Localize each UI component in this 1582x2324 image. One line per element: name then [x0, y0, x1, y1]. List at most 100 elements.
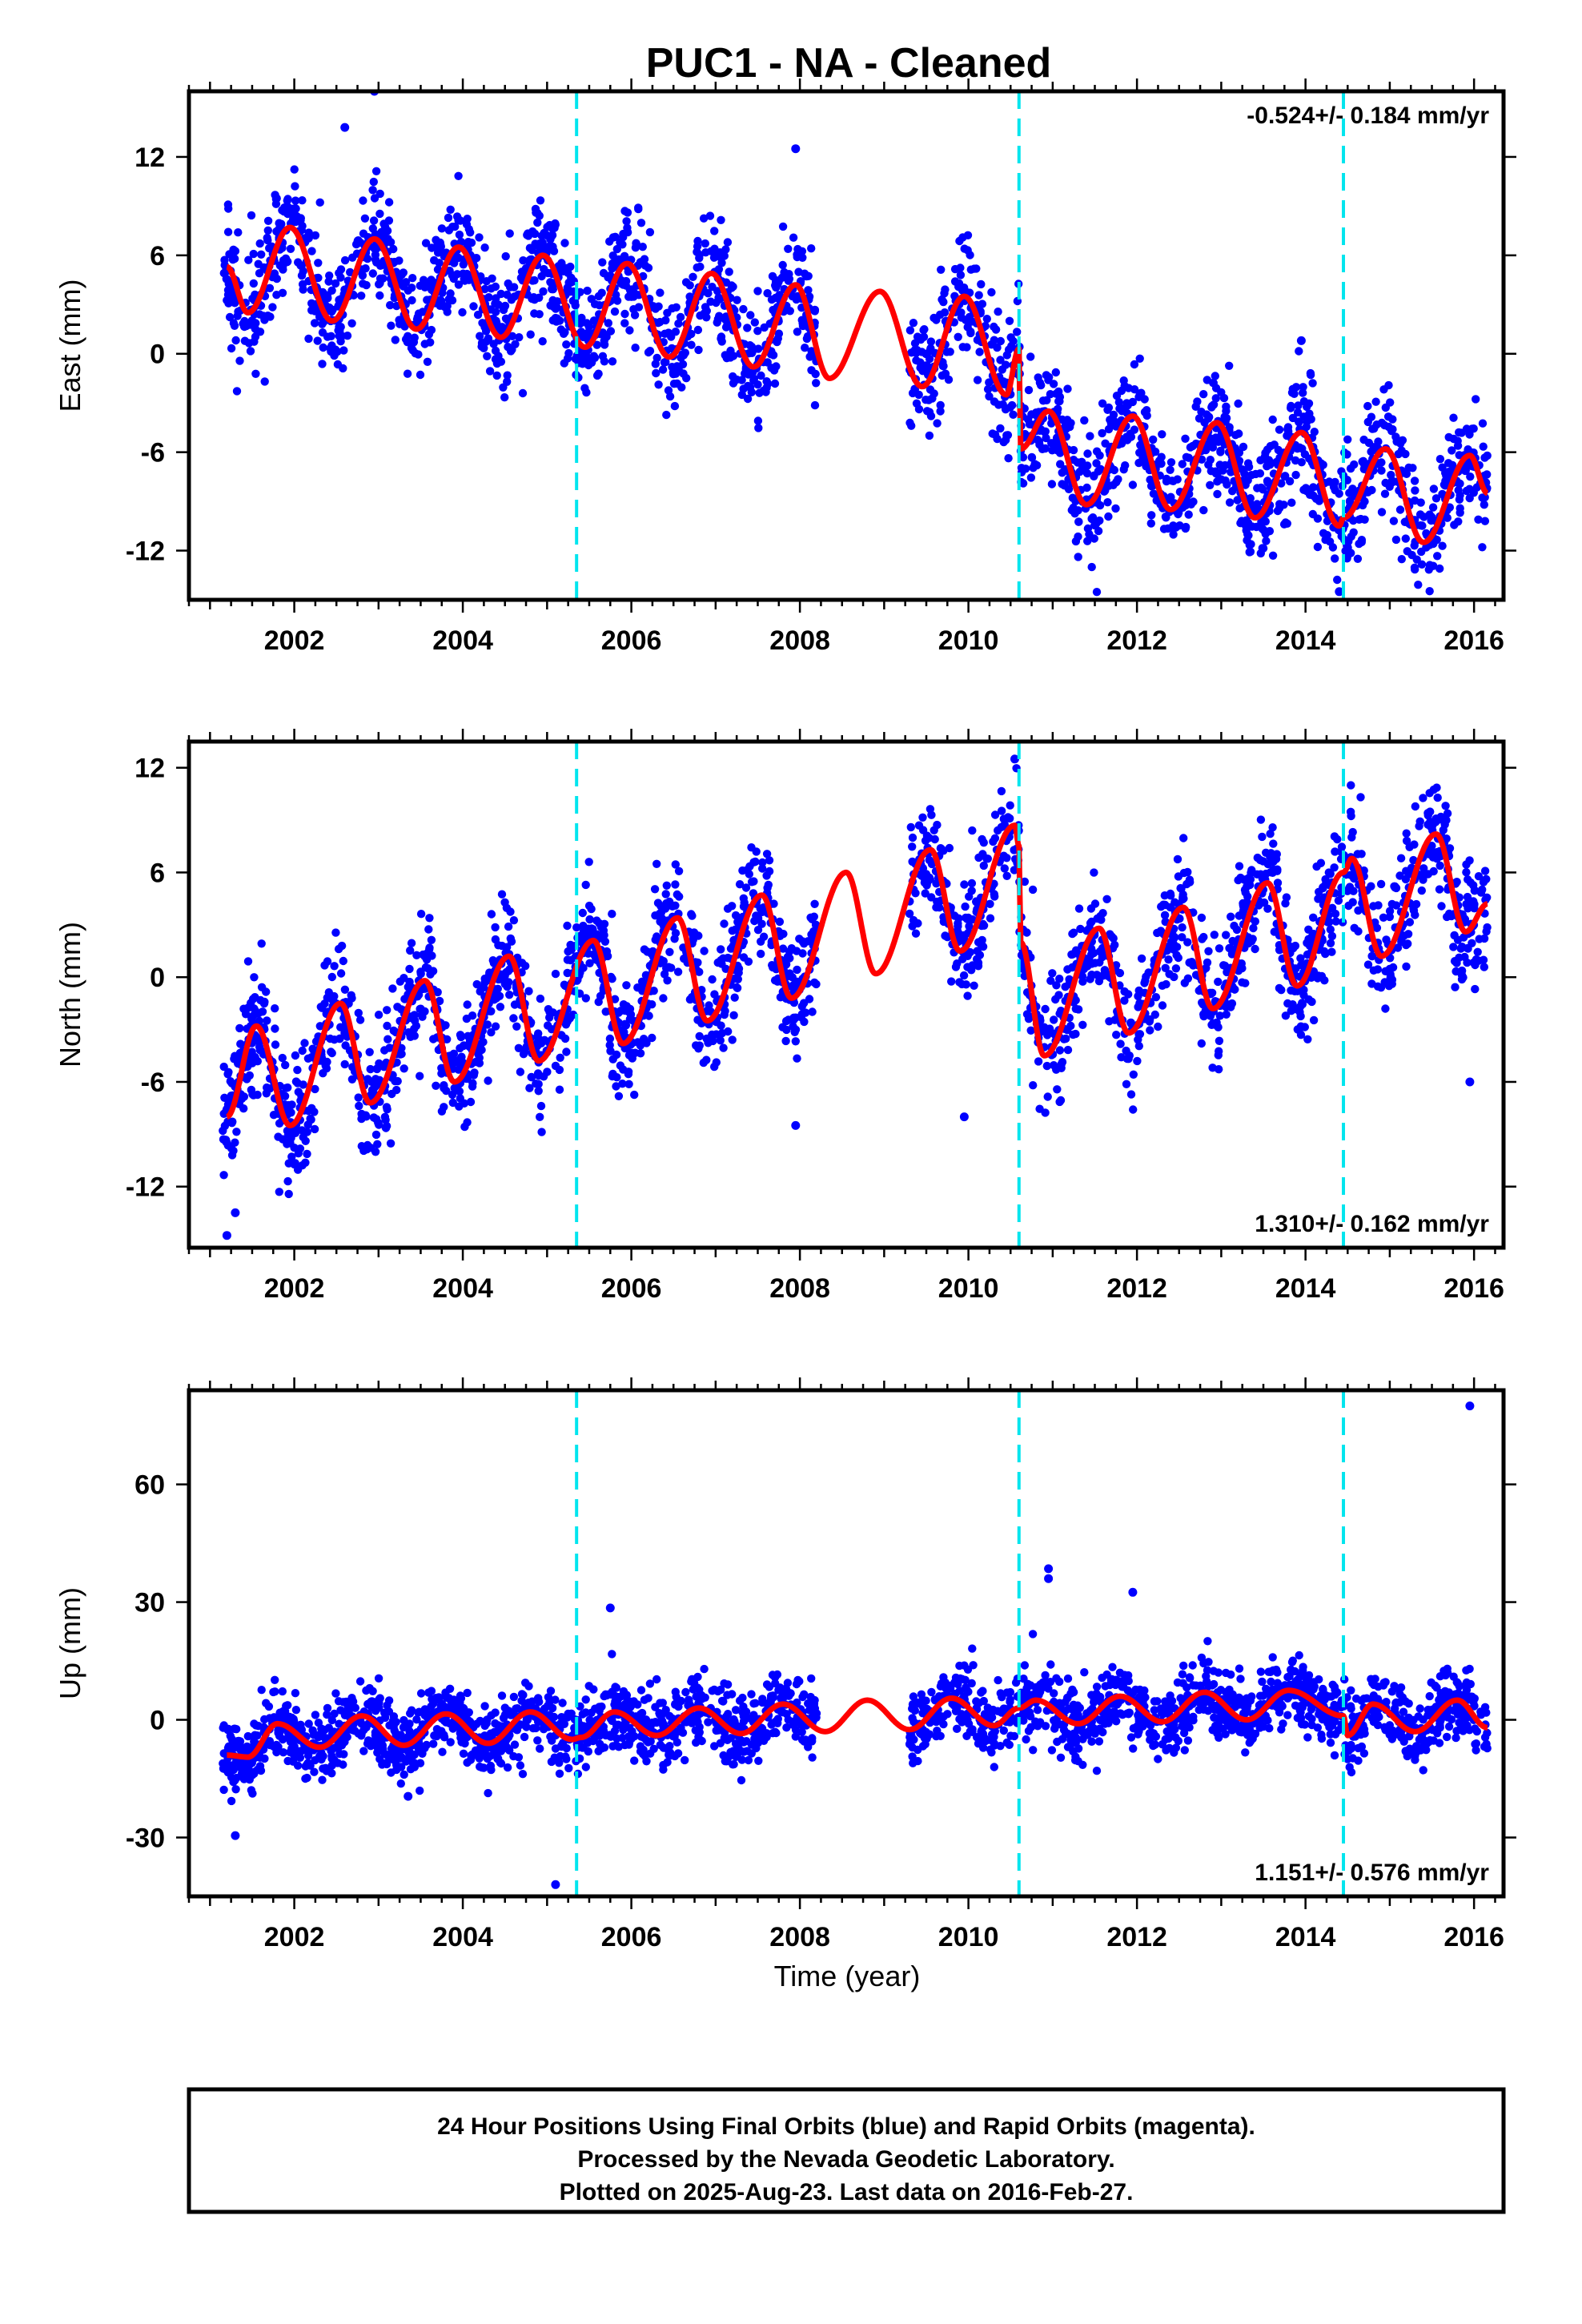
data-point	[1310, 428, 1319, 436]
data-point	[1112, 1031, 1121, 1039]
data-point	[812, 379, 821, 388]
data-point	[990, 397, 999, 406]
data-point	[1197, 1039, 1207, 1048]
data-point	[250, 337, 259, 346]
data-point	[717, 215, 725, 224]
data-point	[1199, 505, 1208, 515]
data-point	[1094, 526, 1103, 536]
data-point	[249, 249, 258, 259]
data-point	[260, 316, 269, 324]
data-point	[381, 1116, 390, 1124]
data-point	[1308, 379, 1317, 388]
data-point	[1377, 466, 1386, 475]
data-point	[662, 881, 671, 891]
data-point	[1266, 830, 1275, 838]
data-point	[516, 1068, 525, 1076]
data-point	[499, 305, 508, 315]
data-point	[293, 1065, 302, 1075]
data-point	[1106, 419, 1116, 428]
data-point	[1013, 328, 1022, 336]
data-point	[340, 255, 350, 265]
data-point	[1411, 565, 1419, 574]
data-point	[424, 330, 434, 339]
data-point	[807, 930, 816, 939]
data-point	[1164, 955, 1173, 964]
data-point	[311, 231, 320, 240]
data-point	[1054, 991, 1063, 999]
data-point	[602, 332, 611, 341]
data-point	[416, 967, 425, 976]
data-point	[804, 271, 813, 280]
data-point	[653, 899, 663, 907]
data-point	[374, 1011, 383, 1019]
data-point	[448, 1090, 457, 1100]
data-point	[354, 1008, 363, 1018]
data-point	[314, 273, 323, 283]
data-point	[291, 1127, 300, 1136]
data-point	[1343, 435, 1352, 444]
data-point	[311, 1084, 319, 1094]
data-point	[905, 909, 914, 919]
data-point	[425, 914, 434, 923]
data-point	[1479, 442, 1488, 451]
data-point	[1055, 975, 1064, 983]
data-point	[907, 421, 916, 430]
data-point	[765, 856, 774, 865]
data-point	[539, 287, 548, 296]
data-point	[1213, 489, 1222, 499]
data-point	[784, 244, 793, 253]
data-point	[318, 360, 327, 368]
data-point	[387, 321, 396, 330]
outlier-point	[1465, 1077, 1475, 1087]
data-point	[1455, 479, 1464, 488]
data-point	[424, 964, 432, 973]
data-point	[391, 1076, 400, 1086]
data-point	[1053, 1085, 1062, 1094]
data-point	[808, 1007, 817, 1016]
data-point	[700, 947, 709, 955]
outlier-point	[222, 1231, 231, 1240]
data-point	[701, 303, 710, 312]
data-point	[743, 394, 753, 404]
data-point	[1319, 947, 1329, 956]
data-point	[753, 416, 763, 425]
data-point	[1462, 424, 1472, 433]
data-point	[905, 326, 915, 335]
data-point	[320, 961, 329, 970]
data-point	[1034, 373, 1042, 382]
data-point	[1130, 360, 1139, 369]
data-point	[627, 292, 636, 301]
data-point	[1078, 1020, 1087, 1030]
data-point	[1356, 514, 1365, 524]
data-point	[1170, 972, 1178, 982]
data-point	[583, 286, 592, 296]
data-point	[307, 247, 316, 255]
data-point	[610, 307, 620, 316]
data-point	[337, 941, 347, 951]
data-point	[400, 1064, 408, 1073]
data-point	[299, 1080, 307, 1089]
data-point	[806, 913, 815, 923]
data-point	[225, 312, 235, 322]
data-point	[1306, 370, 1315, 380]
data-point	[693, 325, 703, 335]
data-point	[475, 233, 484, 242]
data-point	[1263, 904, 1272, 913]
panels: 2002 2004 2006 2008 2010 2012 2014 2016-12-6061…	[54, 78, 1516, 1952]
data-point	[1214, 977, 1223, 987]
data-point	[656, 288, 665, 297]
data-point	[985, 392, 994, 401]
data-point	[680, 954, 689, 963]
data-point	[1211, 467, 1220, 476]
data-point	[255, 239, 264, 248]
data-point	[1307, 415, 1315, 424]
data-point	[1478, 419, 1488, 428]
data-point	[1307, 997, 1316, 1007]
data-point	[974, 938, 983, 947]
data-point	[1198, 935, 1207, 943]
data-point	[362, 280, 371, 290]
data-point	[1162, 979, 1170, 989]
data-point	[220, 1121, 230, 1131]
data-point	[1473, 947, 1482, 957]
